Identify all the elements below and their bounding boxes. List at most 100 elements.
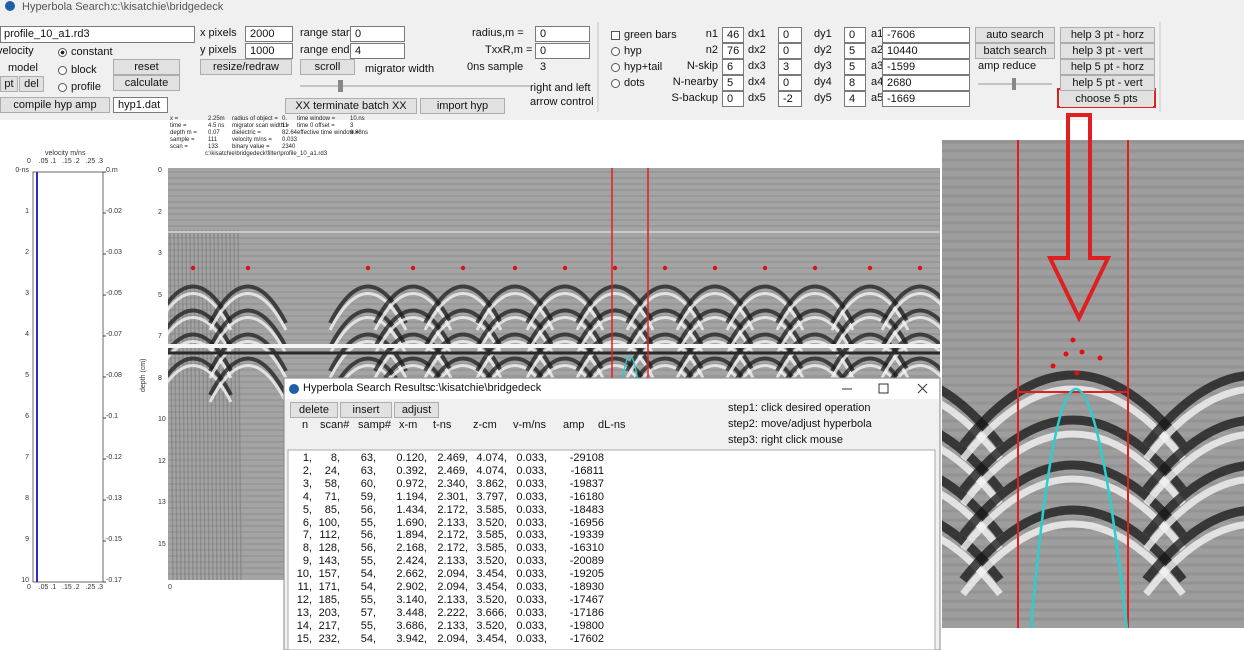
choose-button[interactable]: choose 5 pts xyxy=(1060,91,1153,107)
param-input[interactable]: 3 xyxy=(778,59,802,75)
result-cell: 2.222, xyxy=(437,607,468,619)
param-input[interactable]: 5 xyxy=(844,43,866,59)
radio-button[interactable] xyxy=(611,79,620,88)
batch-search-button[interactable]: batch search xyxy=(975,43,1055,59)
compile-button[interactable]: compile hyp amp xyxy=(0,97,110,113)
param-input[interactable]: -1669 xyxy=(882,91,970,107)
tick-label: 3 xyxy=(158,250,162,257)
param-input[interactable]: 46 xyxy=(722,27,744,43)
info-value: 2.25m xyxy=(208,116,225,122)
help-button[interactable]: help 3 pt - horz xyxy=(1060,27,1155,43)
tick-label: .15 xyxy=(62,584,72,591)
result-cell: -17602 xyxy=(570,633,604,645)
result-button[interactable]: adjust xyxy=(394,402,439,418)
radio-label[interactable]: block xyxy=(71,64,97,76)
pick-point xyxy=(663,266,667,270)
radio-label[interactable]: constant xyxy=(71,46,113,58)
help-button[interactable]: help 3 pt - vert xyxy=(1060,43,1155,59)
info-value: 133 xyxy=(208,144,218,150)
param-input[interactable]: -2 xyxy=(778,91,802,107)
option-label[interactable]: dots xyxy=(624,77,645,89)
info-value: 0. xyxy=(282,116,287,122)
option-label[interactable]: green bars xyxy=(624,29,677,41)
param-input[interactable]: 5 xyxy=(722,75,744,91)
param-input[interactable]: 0 xyxy=(844,27,866,43)
param-label: dx1 xyxy=(748,28,766,40)
y-pixels-input[interactable]: 1000 xyxy=(245,43,293,59)
tick-label: .2 xyxy=(74,584,80,591)
result-cell: 0.033, xyxy=(516,568,547,580)
param-input[interactable]: 5 xyxy=(844,59,866,75)
option-label[interactable]: hyp+tail xyxy=(624,61,662,73)
param-input[interactable]: 0 xyxy=(722,91,744,107)
radio-button[interactable] xyxy=(611,47,620,56)
result-cell: 2.301, xyxy=(437,491,468,503)
radio-label[interactable]: profile xyxy=(71,81,101,93)
param-input[interactable]: -1599 xyxy=(882,59,970,75)
result-button[interactable]: insert xyxy=(340,402,392,418)
value: 3 xyxy=(540,61,546,73)
radio-button[interactable] xyxy=(611,63,620,72)
result-cell: 2.168, xyxy=(396,542,427,554)
step-text: step1: click desired operation xyxy=(728,402,870,414)
slider-thumb[interactable] xyxy=(338,80,343,92)
result-cell: 85, xyxy=(325,504,340,516)
param-input[interactable]: -7606 xyxy=(882,27,970,43)
calculate-button[interactable]: calculate xyxy=(113,75,180,91)
tick-label: -0.12 xyxy=(106,454,122,461)
import-button[interactable]: import hyp xyxy=(420,98,505,114)
terminate-button[interactable]: XX terminate batch XX xyxy=(285,98,417,114)
help-button[interactable]: help 5 pt - vert xyxy=(1060,75,1155,91)
pick-point xyxy=(1080,350,1085,355)
param-input[interactable]: 76 xyxy=(722,43,744,59)
auto-search-button[interactable]: auto search xyxy=(975,27,1055,43)
result-cell: 56, xyxy=(361,504,376,516)
result-cell: 3.140, xyxy=(396,594,427,606)
txxr-input[interactable]: 0 xyxy=(535,43,590,59)
tick-label: 2 xyxy=(25,249,29,256)
file-select[interactable]: profile_10_a1.rd3 xyxy=(0,26,195,43)
range-end-input[interactable]: 4 xyxy=(350,43,405,59)
param-input[interactable]: 4 xyxy=(844,91,866,107)
pick-point xyxy=(1098,356,1103,361)
pt-button[interactable]: pt xyxy=(0,76,18,92)
param-input[interactable]: 10440 xyxy=(882,43,970,59)
result-cell: 10, xyxy=(297,568,312,580)
result-cell: 2.133, xyxy=(437,620,468,632)
tick-label: -0.17 xyxy=(106,577,122,584)
del-button[interactable]: del xyxy=(19,76,44,92)
window-title: Hyperbola Search Results: xyxy=(303,382,434,394)
info-value: 4.5 ns xyxy=(208,123,224,129)
radio-button[interactable] xyxy=(58,66,67,75)
radio-button[interactable] xyxy=(58,83,67,92)
radius-input[interactable]: 0 xyxy=(535,26,590,42)
help-button[interactable]: help 5 pt - horz xyxy=(1060,59,1155,75)
radio-button[interactable] xyxy=(58,48,67,57)
x-pixels-input[interactable]: 2000 xyxy=(245,26,293,42)
param-input[interactable]: 0 xyxy=(778,27,802,43)
label: 0ns sample xyxy=(467,61,523,73)
result-cell: 0.033, xyxy=(516,555,547,567)
param-input[interactable]: 2680 xyxy=(882,75,970,91)
checkbox[interactable] xyxy=(611,31,620,40)
result-cell: 100, xyxy=(319,517,340,529)
result-cell: 5, xyxy=(303,504,312,516)
info-label: velocity m/ns = xyxy=(232,137,272,143)
range-start-input[interactable]: 0 xyxy=(350,26,405,42)
resize-button[interactable]: resize/redraw xyxy=(200,59,292,75)
param-input[interactable]: 6 xyxy=(722,59,744,75)
param-input[interactable]: 0 xyxy=(778,75,802,91)
file-input[interactable]: hyp1.dat xyxy=(113,97,168,113)
param-input[interactable]: 8 xyxy=(844,75,866,91)
result-button[interactable]: delete xyxy=(290,402,338,418)
info-value: 11 xyxy=(282,123,288,129)
pick-point xyxy=(513,266,517,270)
slider-thumb[interactable] xyxy=(1012,78,1016,90)
result-cell: 3.585, xyxy=(476,504,507,516)
option-label[interactable]: hyp xyxy=(624,45,642,57)
tick-label: 4 xyxy=(25,331,29,338)
result-cell: 8, xyxy=(303,542,312,554)
param-input[interactable]: 0 xyxy=(778,43,802,59)
scroll-button[interactable]: scroll xyxy=(300,59,355,75)
reset-button[interactable]: reset xyxy=(113,59,180,75)
